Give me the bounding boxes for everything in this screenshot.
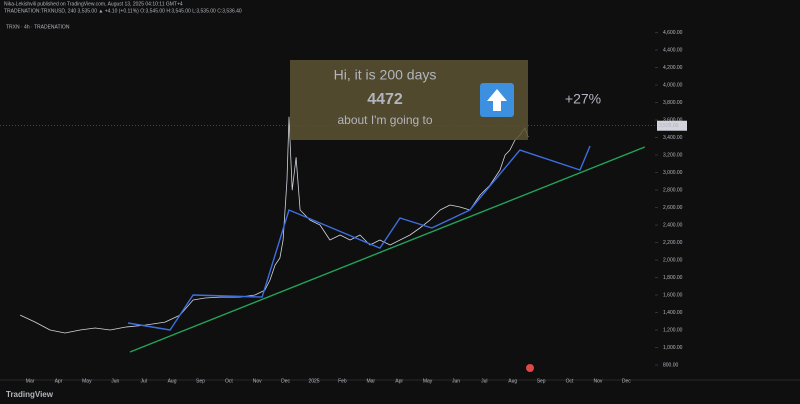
- x-tick-label: Dec: [622, 378, 631, 384]
- y-tick-label: 3,800.00: [663, 100, 683, 106]
- y-tick-label: 2,200.00: [663, 240, 683, 246]
- y-tick-label: 4,200.00: [663, 65, 683, 71]
- price-tag-box: [657, 120, 687, 131]
- y-tick-label: 1,000.00: [663, 345, 683, 351]
- series-line: [129, 146, 646, 353]
- x-tick-label: Sep: [537, 378, 546, 384]
- y-tick-label: 1,400.00: [663, 310, 683, 316]
- x-tick-label: Jul: [140, 378, 146, 384]
- x-tick-label: Oct: [566, 378, 574, 384]
- marks-layer: [20, 116, 646, 353]
- y-tick-label: 4,600.00: [663, 30, 683, 36]
- annotation-text: Hi, it is 200 days: [334, 67, 437, 83]
- series-line: [127, 145, 591, 331]
- series-line: [20, 116, 529, 334]
- y-tick-label: 3,000.00: [663, 170, 683, 176]
- x-tick-label: Oct: [225, 378, 233, 384]
- x-tick-label: Jun: [452, 378, 460, 384]
- y-tick-label: 3,600.00: [663, 117, 683, 123]
- event-icon: [526, 364, 534, 372]
- annotation-number: 4472: [367, 91, 403, 108]
- x-tick-label: May: [423, 378, 433, 384]
- y-tick-label: 3,200.00: [663, 152, 683, 158]
- y-tick-label: 2,000.00: [663, 257, 683, 263]
- x-tick-label: Feb: [338, 378, 347, 384]
- x-tick-label: Mar: [26, 378, 35, 384]
- x-tick-label: Sep: [196, 378, 205, 384]
- x-tick-label: Aug: [168, 378, 177, 384]
- x-tick-label: Apr: [55, 378, 63, 384]
- x-tick-label: Apr: [395, 378, 403, 384]
- y-tick-label: 1,200.00: [663, 327, 683, 333]
- brand: TradingView: [6, 390, 54, 399]
- price-tag: 3,535.00: [659, 123, 679, 129]
- x-tick-label: 2025: [308, 378, 319, 384]
- x-tick-label: Dec: [281, 378, 290, 384]
- symbol: TRXN · 4h · TRADENATION: [6, 24, 70, 30]
- x-tick-label: Aug: [508, 378, 517, 384]
- y-tick-label: 4,400.00: [663, 47, 683, 53]
- footer: [0, 386, 800, 404]
- y-tick-label: 1,600.00: [663, 292, 683, 298]
- y-tick-label: 3,400.00: [663, 135, 683, 141]
- change-label: +27%: [565, 91, 601, 107]
- x-tick-label: Jul: [481, 378, 487, 384]
- x-tick-label: Jun: [111, 378, 119, 384]
- header-line1: Nika-Lekishvili published on TradingView…: [4, 1, 183, 7]
- y-tick-label: 2,400.00: [663, 222, 683, 228]
- arrow-up: [487, 89, 507, 111]
- x-tick-label: May: [82, 378, 92, 384]
- x-tick-label: Mar: [366, 378, 375, 384]
- y-tick-label: 2,600.00: [663, 205, 683, 211]
- annotation-text: about I'm going to: [337, 113, 432, 127]
- y-tick-label: 2,800.00: [663, 187, 683, 193]
- y-tick-label: 4,000.00: [663, 82, 683, 88]
- y-tick-label: 1,800.00: [663, 275, 683, 281]
- x-tick-label: Nov: [253, 378, 262, 384]
- header-line2: TRADENATION:TRXNUSD, 240 3,535.00 ▲ +4.1…: [4, 8, 242, 14]
- x-tick-label: Nov: [593, 378, 602, 384]
- y-tick-label: 800.00: [663, 362, 679, 368]
